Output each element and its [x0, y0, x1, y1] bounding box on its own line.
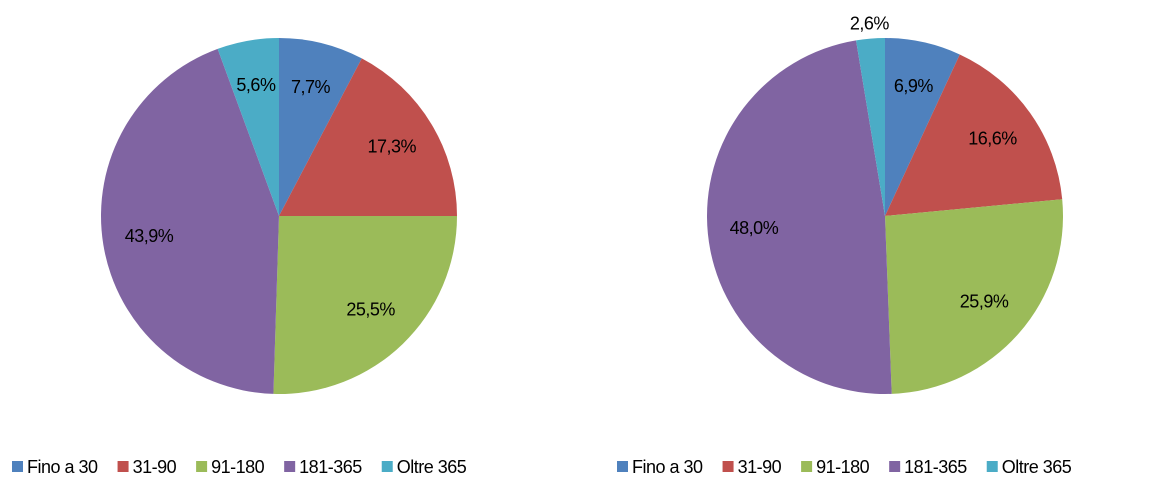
pie-slice [885, 38, 960, 216]
legend-label: 181-365 [299, 457, 362, 477]
pie-slice [707, 40, 892, 394]
pie-slice [856, 38, 885, 216]
pie-slice [885, 199, 1064, 394]
data-label: 2,6% [850, 13, 890, 33]
data-label: 25,9% [960, 292, 1009, 312]
legend-swatch [117, 461, 129, 472]
legend-swatch [196, 461, 208, 472]
pie-slice [885, 54, 1063, 216]
data-label: 17,3% [367, 137, 416, 157]
pie-slice [217, 38, 279, 216]
legend-label: Oltre 365 [397, 457, 467, 477]
data-label: 48,0% [730, 218, 779, 238]
legend-swatch [381, 461, 393, 472]
legend-label: 91-180 [211, 457, 265, 477]
data-label: 16,6% [968, 129, 1017, 149]
data-label: 25,5% [346, 299, 395, 319]
data-label: 43,9% [125, 226, 174, 246]
legend-swatch [986, 461, 998, 472]
data-label: 7,7% [291, 77, 331, 97]
pie-slice [273, 216, 457, 395]
legend-swatch [284, 461, 296, 472]
pie-slice [279, 58, 457, 216]
legend-swatch [617, 461, 628, 472]
legend-label: Oltre 365 [1002, 457, 1072, 477]
data-label: 6,9% [894, 76, 934, 96]
legend-swatch [12, 461, 23, 472]
legend-label: 31-90 [133, 457, 177, 477]
legend-label: Fino a 30 [27, 457, 98, 477]
legend-label: 181-365 [904, 457, 967, 477]
legend-label: 91-180 [816, 457, 870, 477]
legend-label: 31-90 [738, 457, 782, 477]
legend-swatch [801, 461, 813, 472]
data-label: 5,6% [236, 75, 276, 95]
pie-slice [279, 38, 362, 216]
pie-slice [100, 48, 279, 394]
legend-label: Fino a 30 [632, 457, 703, 477]
legend-swatch [722, 461, 734, 472]
legend-swatch [889, 461, 901, 472]
